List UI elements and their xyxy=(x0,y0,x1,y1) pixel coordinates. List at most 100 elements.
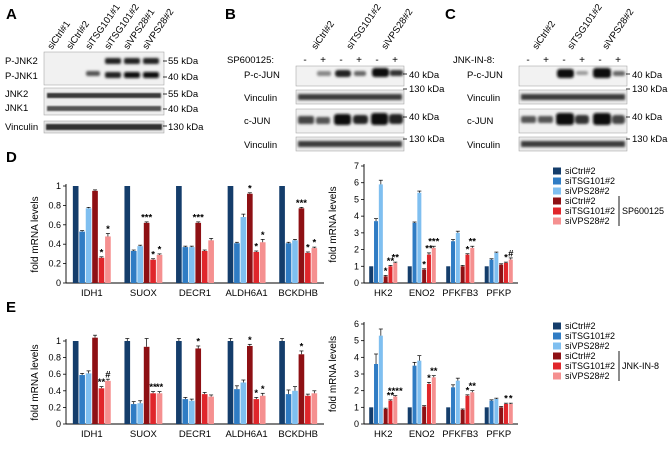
blot-b-treatment-sign: + xyxy=(356,55,362,66)
x-tick-label: SUOX xyxy=(130,429,158,440)
bar xyxy=(388,266,393,283)
bar xyxy=(374,364,379,424)
bar xyxy=(412,222,417,283)
blot-a-row-label: JNK2 xyxy=(5,89,28,100)
blot-c-treatment-label: JNK-IN-8: xyxy=(453,55,495,66)
y-axis-label: fold mRNA levels xyxy=(30,196,41,272)
bar xyxy=(201,394,208,424)
bar xyxy=(426,384,431,424)
blot-b-lane-label: siVPS28#2 xyxy=(379,7,415,52)
bar xyxy=(508,259,513,283)
bar xyxy=(451,387,456,424)
x-tick-label: ALDH6A1 xyxy=(225,429,267,440)
significance-label: *** xyxy=(428,237,439,248)
blot-c-lane-label: siCtrl#2 xyxy=(530,19,557,52)
significance-label: ** xyxy=(469,381,477,392)
y-axis-label: fold mRNA levels xyxy=(30,344,41,420)
significance-label: *** xyxy=(296,198,307,209)
y-tick-label: 0.8 xyxy=(48,353,61,363)
significance-label: * xyxy=(196,336,200,347)
bar xyxy=(388,400,393,424)
legend-label: siVPS28#2 xyxy=(565,371,610,381)
bar xyxy=(195,222,202,283)
y-tick-label: 0.6 xyxy=(48,369,61,379)
y-tick-label: 6 xyxy=(354,319,359,329)
bar xyxy=(105,236,111,283)
bar xyxy=(369,266,374,283)
legend-label: siVPS28#2 xyxy=(565,341,610,351)
bar xyxy=(182,399,189,424)
blot-c-row-label: c-JUN xyxy=(467,116,494,127)
bar xyxy=(412,365,417,424)
bar xyxy=(176,186,182,283)
blot-a-marker: 55 kDa xyxy=(168,89,199,100)
bar xyxy=(298,208,305,283)
blot-b-row-label: Vinculin xyxy=(244,93,277,104)
blot-a-marker: 40 kDa xyxy=(168,104,199,115)
legend-label: siVPS28#2 xyxy=(565,186,610,196)
blot-b-treatment-sign: + xyxy=(320,55,326,66)
bar xyxy=(188,247,195,283)
blot-b-marker: 130 kDa xyxy=(409,84,445,95)
bar xyxy=(143,346,150,424)
significance-label: # xyxy=(105,370,111,381)
y-tick-label: 1 xyxy=(56,181,61,191)
panel-label-a: A xyxy=(6,6,17,23)
bar xyxy=(378,335,383,424)
x-tick-label: IDH1 xyxy=(81,429,103,440)
bar xyxy=(234,243,240,283)
bar xyxy=(285,243,292,283)
blot-b-row-label: Vinculin xyxy=(244,140,277,151)
x-tick-label: ENO2 xyxy=(409,429,435,440)
bar xyxy=(124,341,131,424)
blot-b-marker: 130 kDa xyxy=(409,134,445,145)
y-tick-label: 5 xyxy=(354,194,359,204)
significance-label: * xyxy=(100,247,104,258)
y-tick-label: 0.4 xyxy=(48,386,61,396)
blot-c-treatment-sign: + xyxy=(543,55,549,66)
bar xyxy=(298,354,305,424)
blot-b-treatment-sign: + xyxy=(392,55,398,66)
bar xyxy=(503,404,508,424)
bar xyxy=(393,262,398,283)
blot-a-bands-total xyxy=(47,93,161,111)
blot-c-marker: 40 kDa xyxy=(632,112,663,123)
bar xyxy=(460,409,465,424)
bar xyxy=(98,388,105,424)
bar xyxy=(253,399,260,424)
legend-swatch xyxy=(553,167,561,175)
blot-c-row-label: Vinculin xyxy=(467,93,500,104)
x-tick-label: HK2 xyxy=(374,429,392,440)
bar xyxy=(484,266,489,283)
bar-charts: 0 0.2 0.4 0.6 0.8 1 fold mRNA levels IDH1 SUOX DE… xyxy=(30,161,518,440)
blot-b-treatment-sign: - xyxy=(339,55,342,66)
chart-d-left: 0 0.2 0.4 0.6 0.8 1 fold mRNA levels IDH1 SUOX DE… xyxy=(30,181,324,299)
bar xyxy=(92,337,98,424)
y-tick-label: 4 xyxy=(354,352,359,362)
bar xyxy=(137,403,143,424)
significance-label: ** xyxy=(156,382,164,393)
blot-a-marker: 130 kDa xyxy=(168,122,204,133)
bar xyxy=(470,247,475,283)
x-tick-label: PFKFB3 xyxy=(442,288,478,299)
bar xyxy=(446,266,451,283)
y-tick-label: 0 xyxy=(56,419,61,429)
x-tick-label: ENO2 xyxy=(409,288,435,299)
x-tick-label: PFKFB3 xyxy=(442,429,478,440)
bar xyxy=(460,266,465,283)
significance-label: * xyxy=(384,266,388,277)
blot-c-row-label: Vinculin xyxy=(467,140,500,151)
y-tick-label: 7 xyxy=(354,161,359,171)
blot-c: siCtrl#2 siTSG101#2 siVPS28#2 JNK-IN-8: … xyxy=(453,2,668,152)
bar xyxy=(150,393,156,424)
significance-label: * xyxy=(466,385,470,396)
significance-label: * xyxy=(466,244,470,255)
significance-label: * xyxy=(261,230,265,241)
bar xyxy=(311,248,318,283)
bar xyxy=(130,250,137,283)
x-tick-label: PFKP xyxy=(486,429,511,440)
bar xyxy=(143,222,150,283)
blot-a-row-label: P-JNK1 xyxy=(5,71,38,82)
bar xyxy=(503,262,508,283)
legend-swatch xyxy=(553,187,561,195)
